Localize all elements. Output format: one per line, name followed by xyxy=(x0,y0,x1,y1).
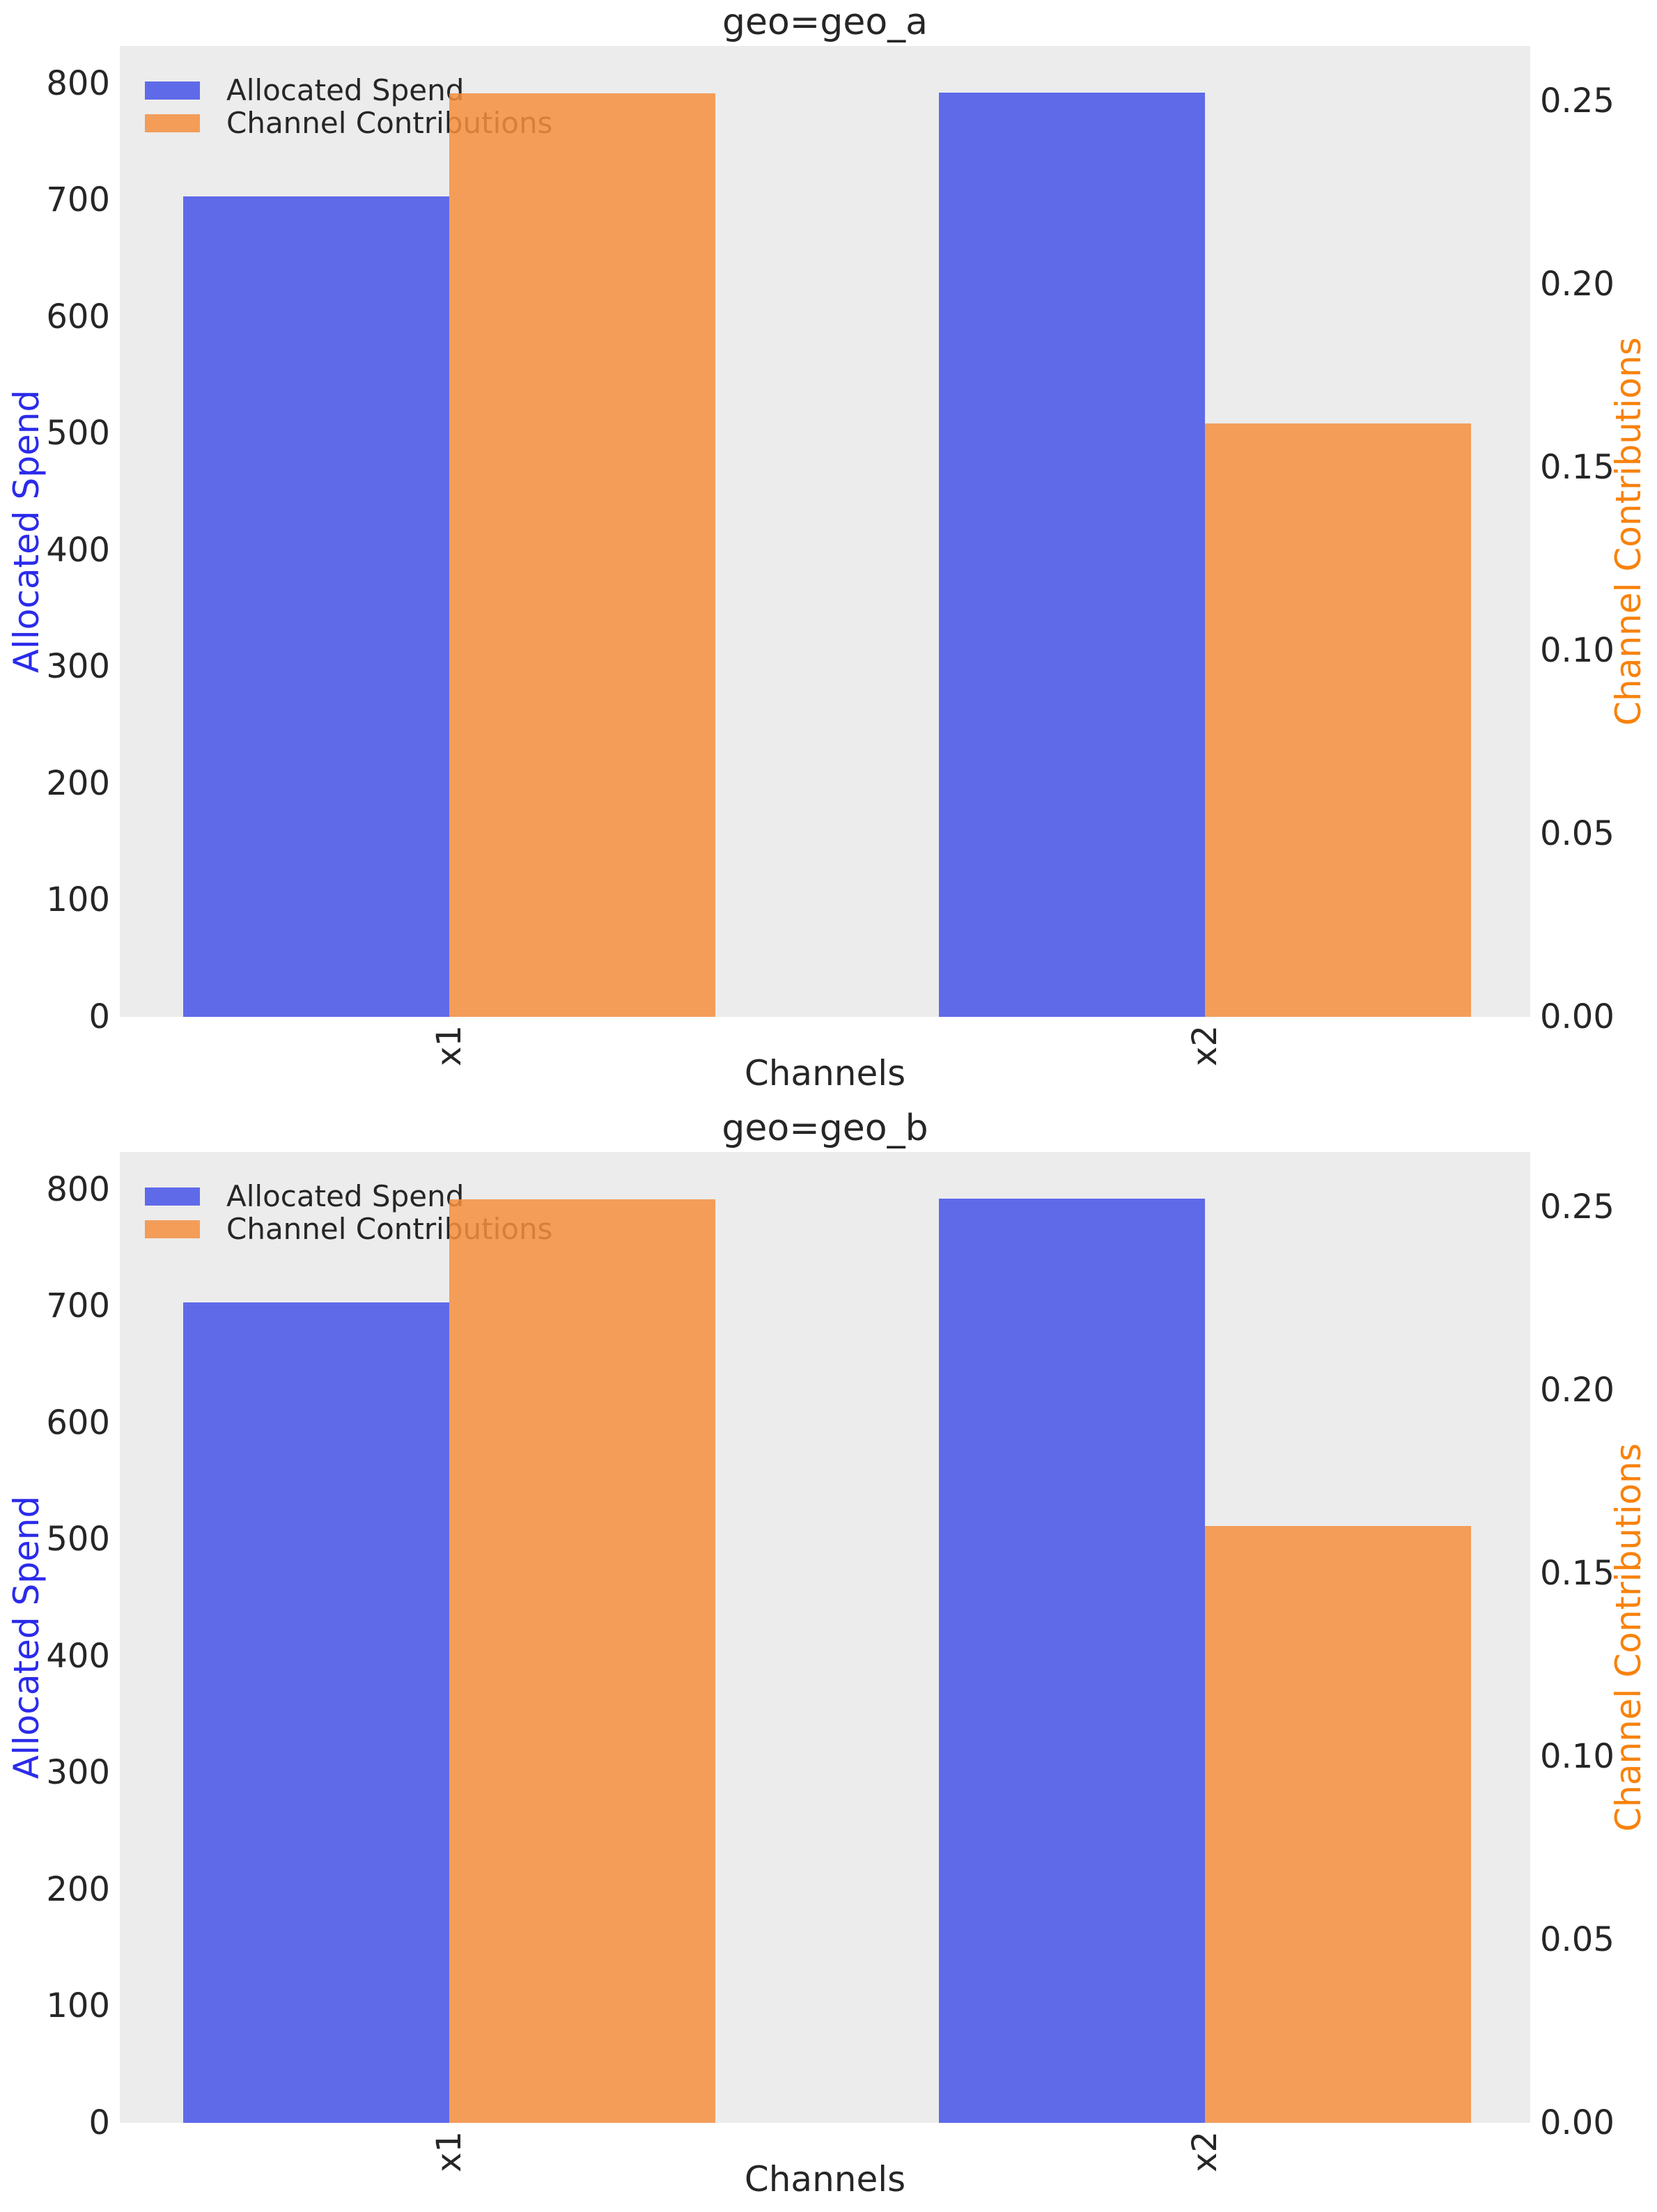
left-y-tick-label: 0 xyxy=(88,997,110,1036)
x-tick-label: x2 xyxy=(1185,2131,1224,2172)
subplot-geo-b: geo=geo_b Allocated Spend Channel Contri… xyxy=(0,1106,1657,2212)
right-y-tick-label: 0.25 xyxy=(1540,81,1615,120)
left-y-tick-label: 500 xyxy=(46,1520,110,1559)
right-y-axis-label: Channel Contributions xyxy=(1608,1443,1649,1832)
left-y-tick-label: 0 xyxy=(88,2103,110,2142)
right-y-tick-label: 0.20 xyxy=(1540,264,1615,304)
legend-swatch xyxy=(145,81,200,100)
bar-x1-channel-contributions xyxy=(449,1199,715,2123)
left-y-tick-label: 500 xyxy=(46,414,110,453)
legend-label: Allocated Spend xyxy=(226,1179,465,1213)
left-y-tick-label: 800 xyxy=(46,1169,110,1209)
left-y-tick-label: 700 xyxy=(46,180,110,220)
left-y-tick-label: 100 xyxy=(46,880,110,920)
legend-label: Allocated Spend xyxy=(226,73,465,107)
x-tick-label: x2 xyxy=(1185,1025,1224,1066)
right-y-tick-label: 0.05 xyxy=(1540,1919,1615,1959)
bar-x2-allocated-spend xyxy=(938,1199,1205,2123)
right-y-tick-label: 0.10 xyxy=(1540,630,1615,670)
left-y-tick-label: 600 xyxy=(46,297,110,336)
bar-x2-allocated-spend xyxy=(938,93,1205,1017)
right-y-tick-label: 0.00 xyxy=(1540,997,1615,1036)
legend-swatch xyxy=(145,1187,200,1206)
right-y-axis-label: Channel Contributions xyxy=(1608,337,1649,726)
left-y-tick-label: 400 xyxy=(46,530,110,570)
bar-x2-channel-contributions xyxy=(1204,423,1471,1017)
subplot-title: geo=geo_b xyxy=(722,1107,928,1149)
bar-x1-channel-contributions xyxy=(449,93,715,1017)
x-tick-label: x1 xyxy=(429,2131,469,2172)
left-y-tick-label: 600 xyxy=(46,1403,110,1442)
legend-swatch xyxy=(145,1220,200,1238)
right-y-tick-label: 0.25 xyxy=(1540,1187,1615,1226)
left-y-tick-label: 700 xyxy=(46,1286,110,1326)
left-y-tick-label: 300 xyxy=(46,647,110,687)
bar-x1-allocated-spend xyxy=(183,1302,449,2123)
legend-swatch xyxy=(145,114,200,132)
right-y-tick-label: 0.10 xyxy=(1540,1736,1615,1776)
subplot-geo-a: geo=geo_a Allocated Spend Channel Contri… xyxy=(6,1,1649,1093)
bar-x1-allocated-spend xyxy=(183,196,449,1017)
x-axis-label: Channels xyxy=(744,2159,906,2199)
x-axis-label: Channels xyxy=(744,1053,906,1093)
right-y-tick-label: 0.20 xyxy=(1540,1370,1615,1410)
right-y-tick-label: 0.15 xyxy=(1540,1553,1615,1593)
right-y-tick-label: 0.15 xyxy=(1540,447,1615,487)
subplot-title: geo=geo_a xyxy=(722,1,928,43)
bar-x2-channel-contributions xyxy=(1204,1525,1471,2123)
left-y-tick-label: 400 xyxy=(46,1636,110,1676)
left-y-tick-label: 300 xyxy=(46,1753,110,1793)
right-y-tick-label: 0.00 xyxy=(1540,2103,1615,2142)
left-y-tick-label: 200 xyxy=(46,763,110,803)
left-y-tick-label: 800 xyxy=(46,63,110,103)
right-y-tick-label: 0.05 xyxy=(1540,813,1615,853)
left-y-tick-label: 100 xyxy=(46,1986,110,2026)
x-tick-label: x1 xyxy=(429,1025,469,1066)
left-y-tick-label: 200 xyxy=(46,1869,110,1909)
